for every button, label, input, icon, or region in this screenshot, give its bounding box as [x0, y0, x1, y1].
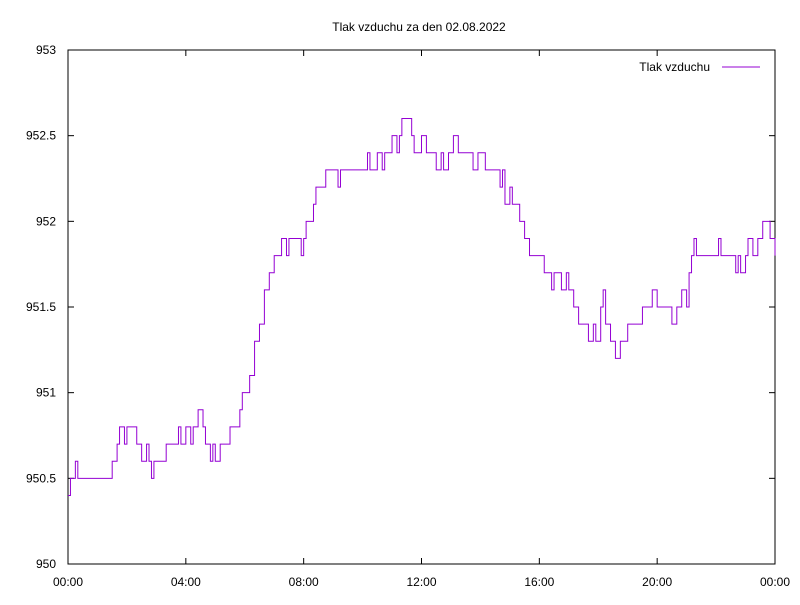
legend: Tlak vzduchu: [639, 60, 760, 74]
series-layer: [68, 118, 776, 496]
x-tick-label-5: 20:00: [642, 575, 672, 589]
y-tick-label-950-5: 950.5: [26, 471, 56, 485]
y-tick-label-950: 950: [36, 557, 56, 571]
legend-label-tlak-vzduchu: Tlak vzduchu: [639, 60, 710, 74]
y-tick-label-952: 952: [36, 214, 56, 228]
y-tick-label-951-5: 951.5: [26, 300, 56, 314]
y-tick-label-952-5: 952.5: [26, 129, 56, 143]
y-axis: 950 950.5 951 951.5 952 952.5 953: [26, 43, 775, 571]
series-line-0: [68, 118, 776, 496]
x-tick-label-2: 08:00: [289, 575, 319, 589]
x-tick-label-0: 00:00: [53, 575, 83, 589]
x-tick-label-3: 12:00: [406, 575, 436, 589]
x-tick-label-1: 04:00: [171, 575, 201, 589]
y-tick-label-951: 951: [36, 386, 56, 400]
x-tick-label-4: 16:00: [524, 575, 554, 589]
x-tick-label-6: 00:00: [760, 575, 790, 589]
y-tick-label-953: 953: [36, 43, 56, 57]
chart-title: Tlak vzduchu za den 02.08.2022: [332, 20, 506, 34]
x-axis: 00:00 04:00 08:00 12:00 16:00 20:00 00:00: [53, 50, 790, 589]
